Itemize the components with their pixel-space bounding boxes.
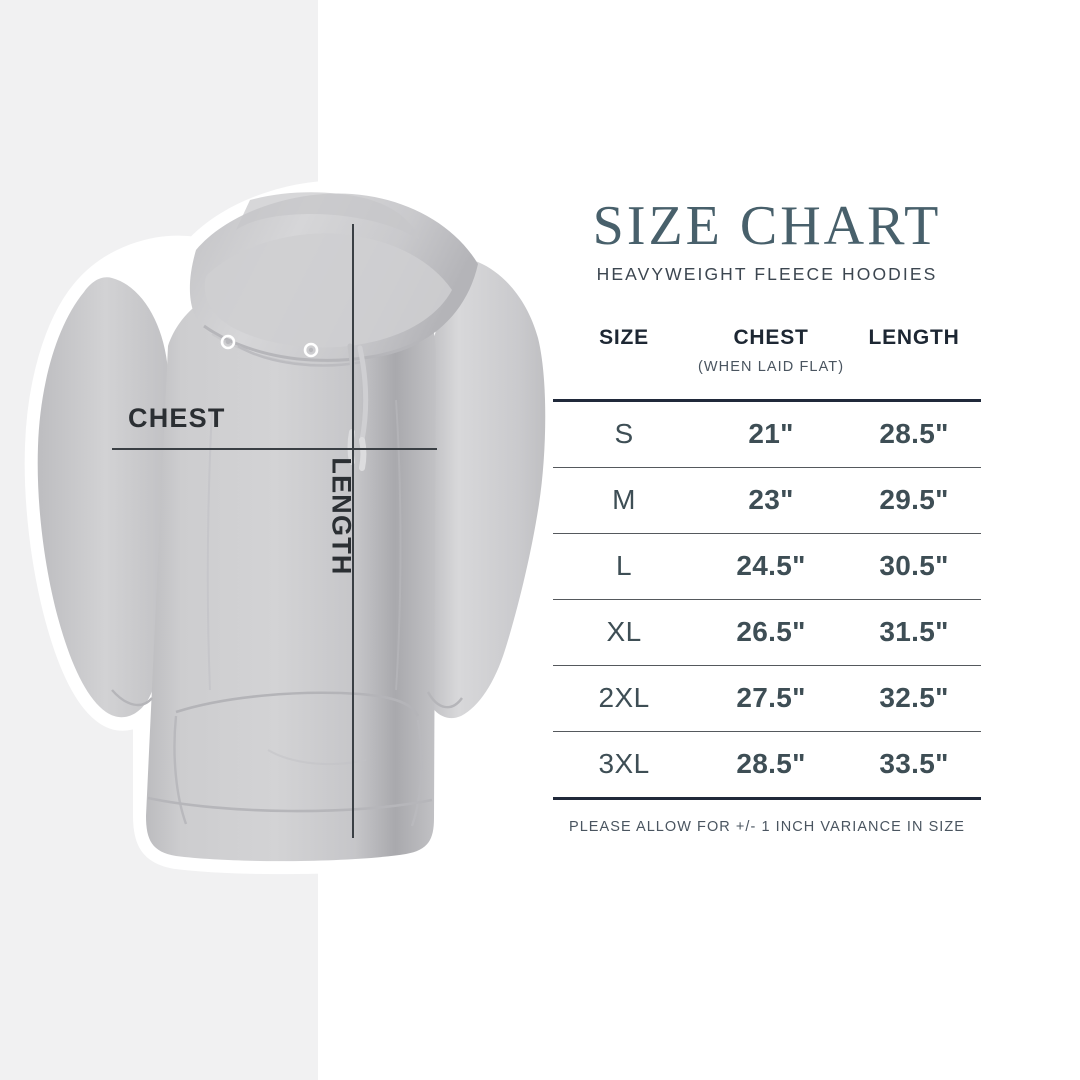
size-table: SIZE (WHEN LAID FLAT) CHEST (WHEN LAID F… [553, 325, 981, 800]
column-header-chest: CHEST (WHEN LAID FLAT) [695, 325, 848, 402]
cell-length: 32.5" [847, 665, 981, 732]
column-header-length-label: LENGTH [868, 325, 960, 349]
length-measure-line [352, 224, 354, 838]
column-header-chest-note: (WHEN LAID FLAT) [697, 358, 845, 375]
cell-chest: 24.5" [695, 533, 848, 600]
product-photo [0, 150, 560, 910]
cell-chest: 21" [695, 400, 848, 468]
cell-chest: 27.5" [695, 665, 848, 732]
table-row: 3XL 28.5" 33.5" [553, 731, 981, 800]
cell-chest: 26.5" [695, 599, 848, 666]
variance-disclaimer: PLEASE ALLOW FOR +/- 1 INCH VARIANCE IN … [568, 818, 966, 835]
page-title: SIZE CHART [592, 195, 942, 257]
table-row: 2XL 27.5" 32.5" [553, 665, 981, 732]
chest-measure-line [112, 448, 437, 450]
page-subtitle: HEAVYWEIGHT FLEECE HOODIES [596, 264, 938, 285]
cell-length: 31.5" [847, 599, 981, 666]
column-header-size: SIZE (WHEN LAID FLAT) [553, 325, 696, 402]
cell-size: 3XL [553, 731, 696, 800]
length-annotation-label: LENGTH [326, 457, 357, 576]
chest-annotation-label: CHEST [128, 403, 226, 433]
cell-chest: 23" [695, 467, 848, 534]
cell-length: 29.5" [847, 467, 981, 534]
cell-size: L [553, 533, 696, 600]
table-header-row: SIZE (WHEN LAID FLAT) CHEST (WHEN LAID F… [553, 325, 981, 402]
table-row: XL 26.5" 31.5" [553, 599, 981, 666]
cell-length: 28.5" [847, 400, 981, 468]
column-header-size-label: SIZE [599, 325, 649, 349]
column-header-chest-label: CHEST [733, 325, 809, 349]
cell-length: 33.5" [847, 731, 981, 800]
cell-size: S [553, 400, 696, 468]
cell-chest: 28.5" [695, 731, 848, 800]
cell-length: 30.5" [847, 533, 981, 600]
table-row: L 24.5" 30.5" [553, 533, 981, 600]
cell-size: 2XL [553, 665, 696, 732]
table-row: M 23" 29.5" [553, 467, 981, 534]
column-header-length: LENGTH (WHEN LAID FLAT) [847, 325, 981, 402]
table-row: S 21" 28.5" [553, 400, 981, 468]
cell-size: M [553, 467, 696, 534]
size-chart-panel: SIZE CHART HEAVYWEIGHT FLEECE HOODIES SI… [553, 196, 981, 849]
cell-size: XL [553, 599, 696, 666]
